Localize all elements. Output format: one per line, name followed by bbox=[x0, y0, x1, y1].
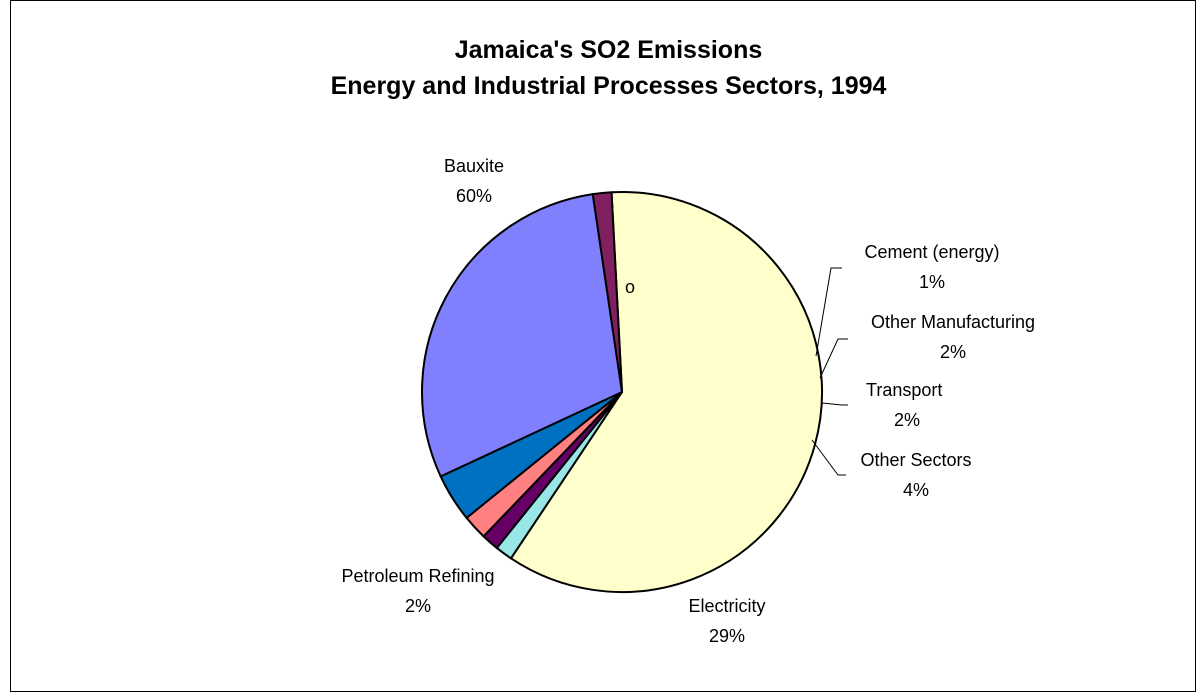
chart-subtitle: Energy and Industrial Processes Sectors,… bbox=[330, 72, 887, 100]
pie-slice-bauxite bbox=[509, 190, 823, 593]
leader-line bbox=[811, 439, 846, 476]
slice-label: Petroleum Refining 2% bbox=[341, 566, 494, 616]
chart-title-line1: Jamaica's SO2 Emissions bbox=[454, 36, 763, 64]
slice-label-percent: 60% bbox=[456, 186, 492, 206]
slice-label: Electricity 29% bbox=[688, 596, 765, 646]
chart-title: Jamaica's SO2 Emissions Energy and Indus… bbox=[0, 32, 1197, 104]
slice-label-percent: 1% bbox=[919, 272, 945, 292]
slice-label-name: Transport bbox=[866, 380, 942, 400]
leader-line bbox=[819, 338, 848, 379]
slice-label: Other Manufacturing 2% bbox=[871, 312, 1035, 362]
slice-label: Other Sectors 4% bbox=[860, 450, 971, 500]
slice-label-name: Electricity bbox=[688, 596, 765, 616]
slice-label-name: Petroleum Refining bbox=[341, 566, 494, 586]
slice-label-name: Other Manufacturing bbox=[871, 312, 1035, 332]
slice-label-name: Bauxite bbox=[444, 156, 504, 176]
leader-line bbox=[821, 402, 848, 406]
slice-label-percent: 4% bbox=[903, 480, 929, 500]
slice-label-percent: 29% bbox=[709, 626, 745, 646]
slice-label-percent: 2% bbox=[940, 342, 966, 362]
slice-label-name: Cement (energy) bbox=[864, 242, 999, 262]
leader-line bbox=[815, 267, 842, 357]
pie-slice-petroleum-refining bbox=[591, 191, 623, 393]
center-annotation: o bbox=[625, 277, 635, 297]
slice-label-name: Other Sectors bbox=[860, 450, 971, 470]
slice-label-percent: 2% bbox=[894, 410, 920, 430]
leader-lines bbox=[811, 267, 848, 476]
slice-labels: Bauxite 60% Cement (energy) 1% Other Manufac… bbox=[341, 156, 1035, 646]
pie-slices bbox=[421, 190, 823, 593]
pie-slice-electricity bbox=[421, 193, 623, 478]
slice-label: Bauxite 60% bbox=[444, 156, 504, 206]
slice-label-percent: 2% bbox=[405, 596, 431, 616]
slice-label: Cement (energy) 1% bbox=[864, 242, 999, 292]
slice-label: Transport 2% bbox=[866, 380, 942, 430]
